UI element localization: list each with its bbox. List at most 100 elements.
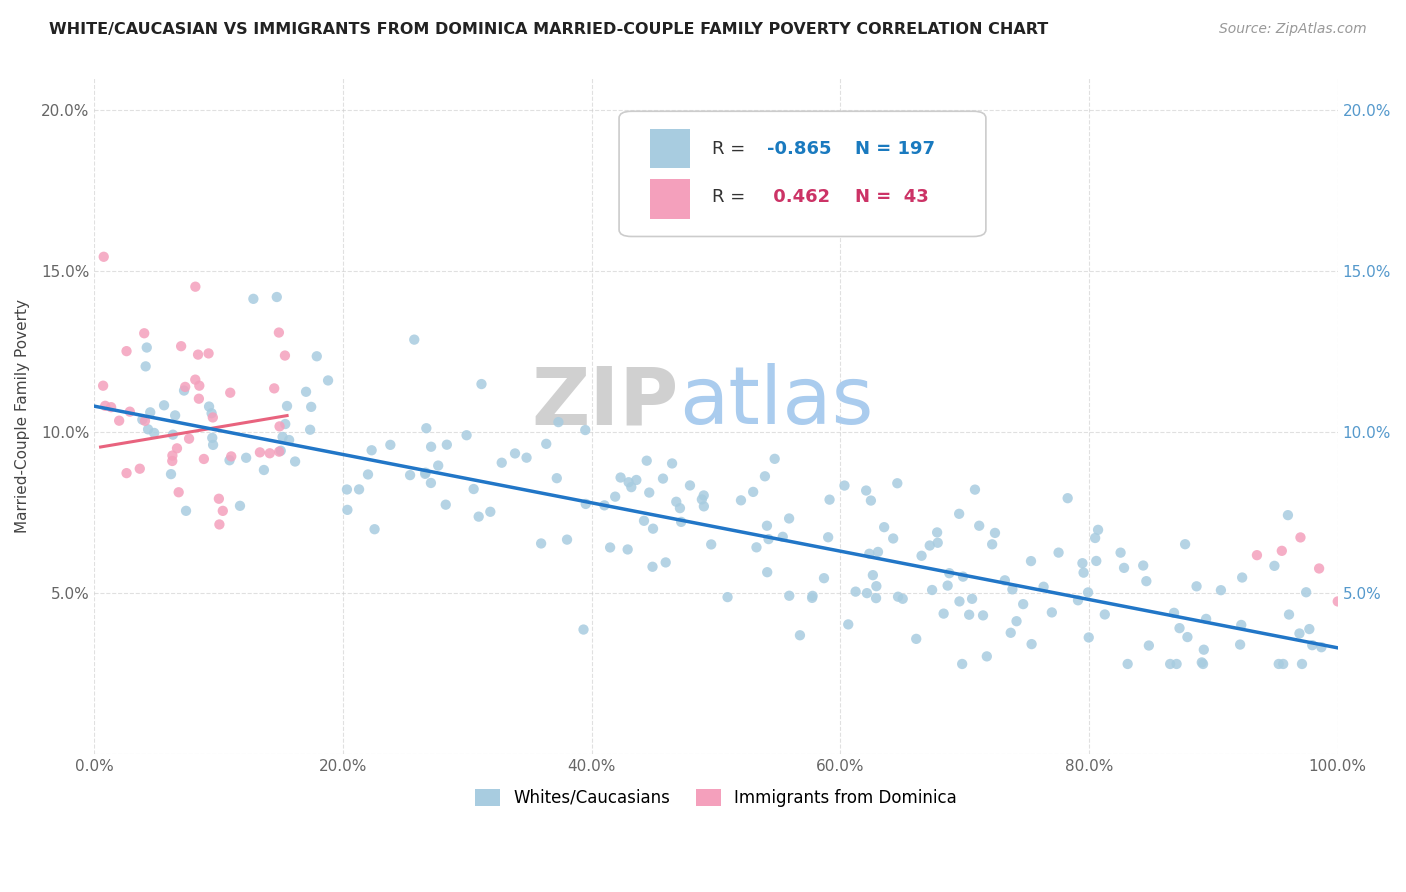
Point [193,452,215,467]
Point [404,333,426,347]
Point [1077,631,1099,645]
Point [927,535,949,549]
Point [1192,642,1215,657]
Point [170,339,193,353]
Point [208,491,231,506]
Point [197,346,219,360]
Point [1291,657,1313,671]
Point [1094,607,1116,622]
Point [801,589,824,603]
Point [638,485,661,500]
Point [419,475,441,490]
Point [882,532,904,546]
Point [905,632,928,646]
Point [994,574,1017,588]
Point [936,578,959,592]
Point [1116,657,1139,671]
Point [834,478,856,492]
Point [1301,638,1323,652]
Point [347,483,370,497]
Point [198,400,221,414]
Point [1277,508,1299,523]
Point [1209,583,1232,598]
Point [605,490,627,504]
Point [305,349,328,363]
Point [271,430,294,444]
Point [873,520,896,534]
Point [201,410,224,425]
Point [160,467,183,482]
Point [948,507,970,521]
Point [858,547,880,561]
Point [730,493,752,508]
Point [162,449,184,463]
Text: Source: ZipAtlas.com: Source: ZipAtlas.com [1219,22,1367,37]
Legend: Whites/Caucasians, Immigrants from Dominica: Whites/Caucasians, Immigrants from Domin… [468,782,963,814]
Point [1263,558,1285,573]
Point [165,409,187,423]
Point [572,623,595,637]
Point [434,498,457,512]
Point [536,437,558,451]
Point [363,522,385,536]
Text: N =  43: N = 43 [855,188,929,206]
Point [299,423,322,437]
Point [1005,614,1028,628]
Point [918,539,941,553]
Text: N = 197: N = 197 [855,140,935,158]
Point [108,414,131,428]
Point [316,374,339,388]
Point [693,500,716,514]
Text: WHITE/CAUCASIAN VS IMMIGRANTS FROM DOMINICA MARRIED-COUPLE FAMILY POVERTY CORREL: WHITE/CAUCASIAN VS IMMIGRANTS FROM DOMIN… [49,22,1049,37]
Point [1012,597,1035,611]
FancyBboxPatch shape [650,179,690,219]
Point [1298,622,1320,636]
Point [690,492,713,507]
Point [957,607,980,622]
Point [652,472,675,486]
Point [960,591,983,606]
Text: atlas: atlas [679,363,873,442]
Point [173,384,195,398]
Point [91,378,114,392]
Point [1229,638,1251,652]
Point [420,440,443,454]
Point [1047,546,1070,560]
Point [276,399,298,413]
Point [360,443,382,458]
Point [128,461,150,475]
Point [745,541,768,555]
Text: R =: R = [713,140,751,158]
Point [1166,657,1188,671]
Point [162,427,184,442]
Point [837,617,859,632]
Point [167,485,190,500]
Point [184,279,207,293]
Point [636,453,658,467]
Point [139,405,162,419]
Point [855,483,877,498]
Point [963,483,986,497]
Point [976,649,998,664]
Point [135,341,157,355]
Point [1230,618,1253,632]
Point [845,584,868,599]
Point [859,493,882,508]
Point [249,445,271,459]
Point [269,419,291,434]
Point [921,582,943,597]
Point [201,431,224,445]
Point [187,348,209,362]
Point [813,571,835,585]
Point [284,454,307,468]
Point [865,591,887,606]
Point [162,454,184,468]
Point [633,514,655,528]
Point [201,406,224,420]
Point [555,533,578,547]
Point [1085,554,1108,568]
Point [1246,548,1268,562]
Point [188,378,211,392]
Point [1087,523,1109,537]
Point [436,438,458,452]
